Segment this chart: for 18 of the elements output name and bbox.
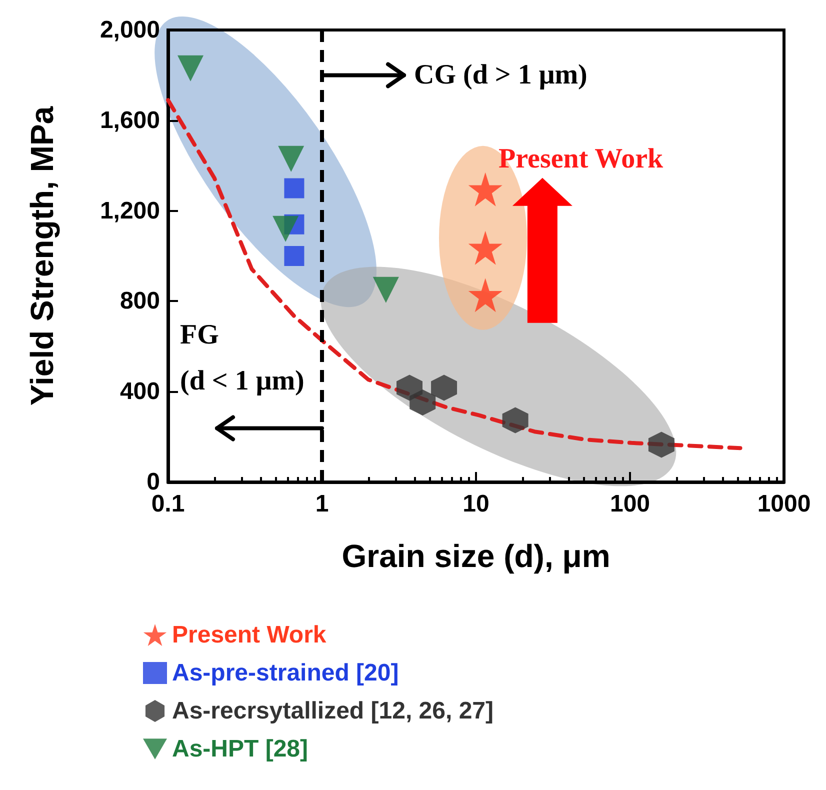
y-tick-label: 1,200 <box>100 197 160 224</box>
y-tick-label: 800 <box>120 288 160 315</box>
legend-label: Present Work <box>172 622 327 648</box>
legend-label: As-recrsytallized [12, 26, 27] <box>172 698 494 724</box>
y-tick-label: 400 <box>120 378 160 406</box>
x-tick-label: 1000 <box>757 490 811 518</box>
y-tick-label: 2,000 <box>100 16 160 44</box>
y-axis-title: Yield Strength, MPa <box>24 106 60 406</box>
legend-label: As-pre-strained [20] <box>172 660 399 686</box>
x-axis-title: Grain size (d), μm <box>342 538 610 574</box>
x-tick-label: 100 <box>610 490 650 518</box>
x-tick-label: 1 <box>315 490 329 518</box>
annotation: Present Work <box>498 143 664 174</box>
annotation: CG (d > 1 μm) <box>414 60 588 91</box>
annotation: FG (d < 1 μm) <box>180 320 304 397</box>
x-tick-label: 10 <box>462 490 490 518</box>
y-tick-label: 1,600 <box>100 106 160 134</box>
legend-label: As-HPT [28] <box>172 736 308 762</box>
